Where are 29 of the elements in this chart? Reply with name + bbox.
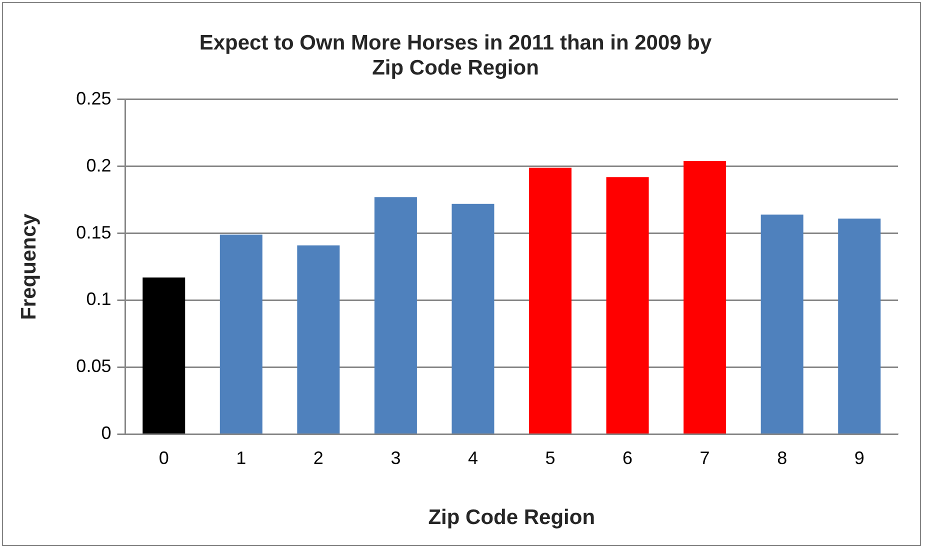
bar	[297, 245, 340, 434]
x-tick-label: 0	[158, 448, 169, 468]
bar	[529, 168, 572, 434]
x-tick-label: 5	[545, 448, 556, 468]
y-tick-label: 0.1	[86, 289, 112, 310]
y-tick-label: 0.25	[76, 88, 112, 108]
x-tick-label: 6	[622, 448, 633, 468]
x-tick-label: 8	[777, 448, 788, 468]
x-tick-label: 7	[700, 448, 710, 468]
bar	[142, 278, 186, 434]
bar	[452, 204, 494, 434]
x-tick-label: 4	[468, 448, 478, 468]
bar	[760, 214, 804, 434]
bar	[838, 218, 881, 434]
bar	[684, 161, 726, 434]
y-tick-label: 0.05	[76, 356, 112, 376]
bar	[606, 177, 649, 434]
y-tick-label: 0.2	[86, 155, 112, 176]
x-tick-label: 1	[236, 448, 246, 468]
bar	[374, 197, 417, 434]
x-axis-title: Zip Code Region	[428, 506, 596, 530]
bar	[220, 234, 262, 434]
y-axis-title: Frequency	[17, 213, 40, 320]
chart-title: Expect to Own More Horses in 2011 than in 2009 by Zip Code Region	[199, 31, 712, 80]
y-tick-label: 0.15	[76, 222, 112, 242]
x-tick-label: 3	[390, 448, 401, 468]
y-tick-label: 0	[101, 423, 112, 444]
x-tick-label: 2	[313, 448, 324, 468]
x-tick-label: 9	[854, 448, 864, 468]
